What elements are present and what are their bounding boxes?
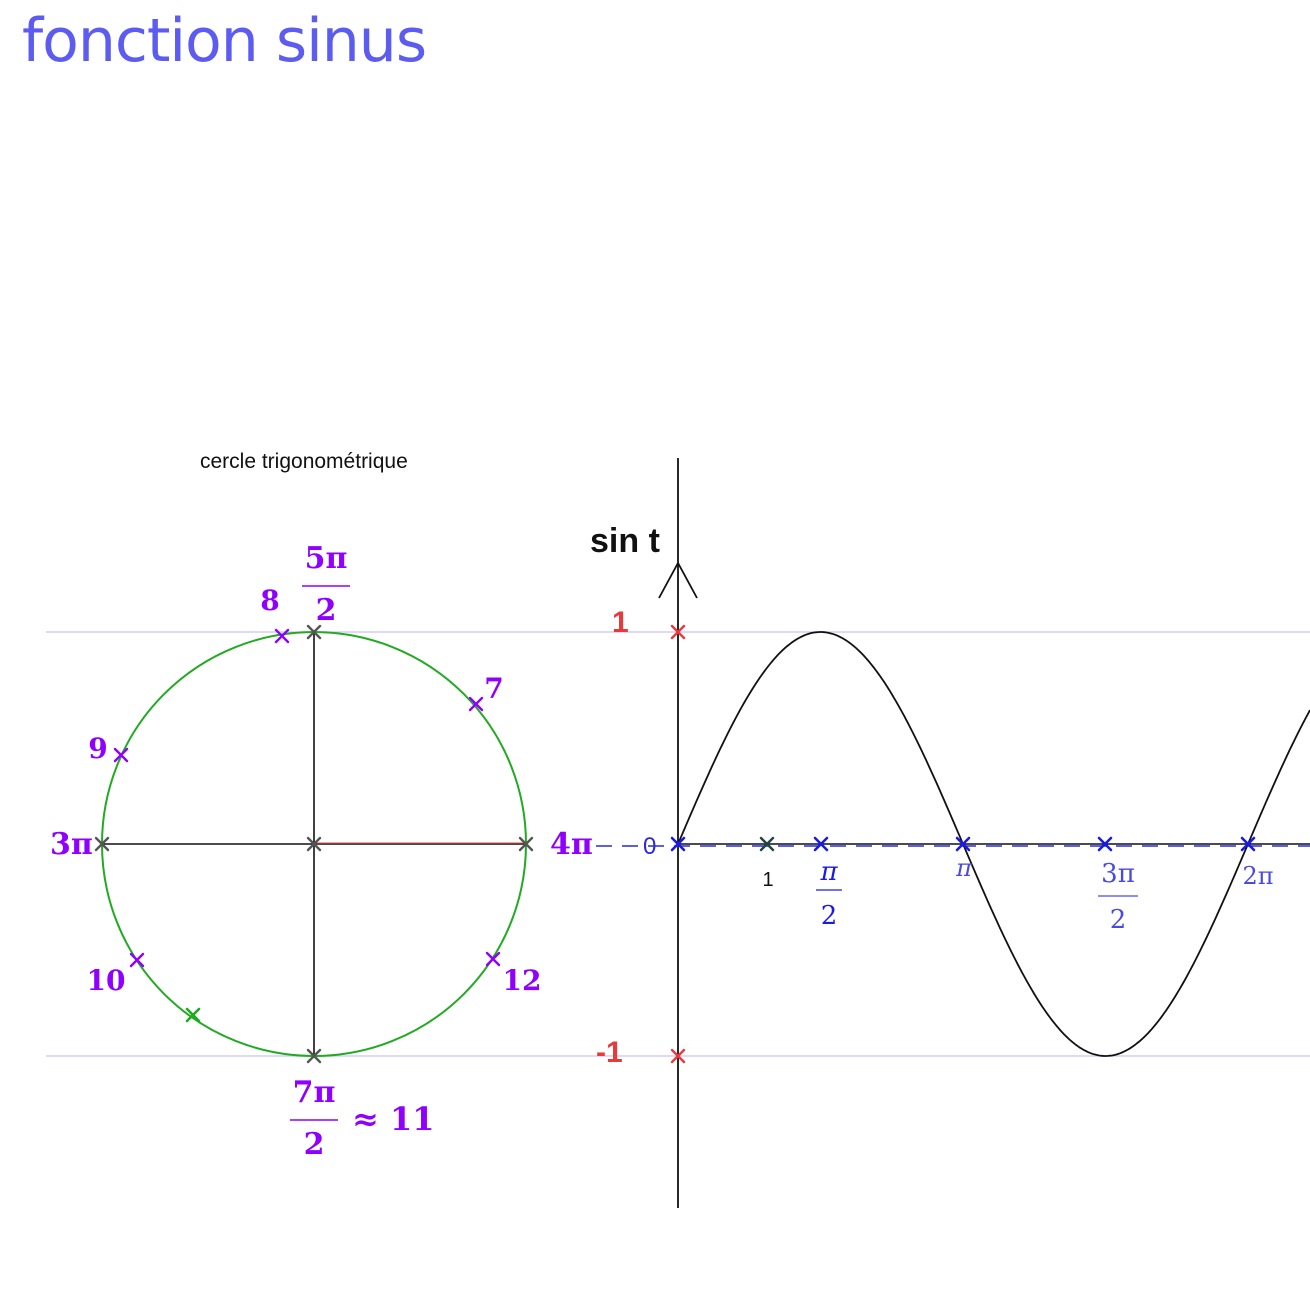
label-bottom-denominator: 2 — [304, 1127, 325, 1162]
mark-8 — [274, 628, 290, 644]
y-axis-arrowhead — [658, 561, 698, 599]
page-title: fonction sinus — [22, 6, 427, 76]
circle-top-mark — [306, 624, 322, 640]
green-angle-mark — [185, 1007, 201, 1023]
x-mark-pi-2 — [813, 836, 829, 852]
x-tick-pi-2-num: π — [819, 857, 838, 887]
x-mark-pi — [955, 836, 971, 852]
label-10: 10 — [87, 964, 126, 997]
x-tick-3pi-2-den: 2 — [1110, 905, 1127, 935]
x-mark-2pi — [1240, 836, 1256, 852]
y-tick-max-label: 1 — [612, 606, 629, 639]
x-mark-1 — [759, 836, 775, 852]
circle-marks — [94, 624, 534, 1064]
circle-caption: cercle trigonométrique — [200, 450, 408, 473]
circle-integer-marks — [113, 628, 501, 968]
y-tick-max-mark — [670, 624, 686, 640]
x-tick-pi-num: π — [955, 854, 973, 882]
mark-12 — [485, 951, 501, 967]
x-tick-2pi-num: 2π — [1242, 862, 1273, 890]
mark-10 — [129, 952, 145, 968]
x-tick-3pi-2-num: 3π — [1101, 859, 1135, 889]
circle-right-mark — [518, 836, 534, 852]
origin-label: 0 — [643, 833, 656, 860]
label-7: 7 — [484, 672, 503, 705]
circle-left-mark — [94, 836, 110, 852]
sine-curve — [677, 631, 1310, 1057]
x-mark-3pi-2 — [1097, 836, 1113, 852]
circle-center-mark — [306, 836, 322, 852]
y-tick-min-label: -1 — [596, 1036, 623, 1069]
label-12: 12 — [503, 964, 542, 997]
mark-7 — [468, 696, 484, 712]
label-9: 9 — [88, 732, 107, 765]
label-right-4pi: 4π — [550, 827, 593, 862]
x-mark-0 — [670, 836, 686, 852]
x-axis-marks — [670, 836, 1256, 852]
y-axis-label: sin t — [590, 522, 660, 560]
x-tick-pi-2-den: 2 — [821, 901, 838, 931]
label-top-denominator: 2 — [316, 593, 337, 628]
y-tick-min-mark — [670, 1048, 686, 1064]
label-left-3pi: 3π — [50, 827, 93, 862]
mark-9 — [113, 747, 129, 763]
circle-bottom-mark — [306, 1048, 322, 1064]
label-top-numerator: 5π — [305, 541, 348, 576]
x-tick-one-label: 1 — [762, 869, 773, 891]
label-bottom-approx: ≈ 11 — [352, 1100, 434, 1138]
label-bottom-numerator: 7π — [293, 1075, 336, 1110]
label-8: 8 — [260, 584, 279, 617]
